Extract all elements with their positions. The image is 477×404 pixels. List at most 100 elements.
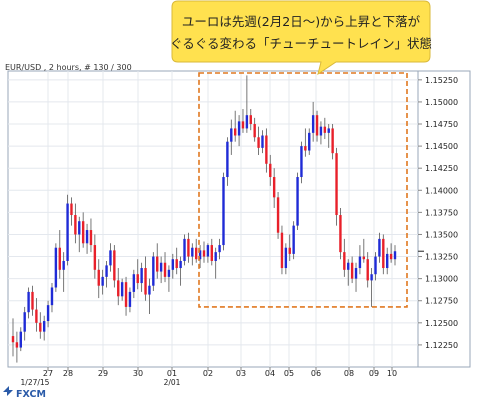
y-tick-label: 1.14000: [425, 186, 458, 195]
candle-body: [272, 177, 276, 198]
candle-body: [315, 115, 319, 136]
chart-header-label: EUR/USD , 2 hours, # 130 / 300: [5, 63, 132, 72]
candle-body: [19, 331, 22, 348]
candle-body: [358, 256, 362, 269]
x-sub-label: 1/27/15: [21, 378, 50, 387]
candle-body: [308, 132, 311, 151]
y-tick-label: 1.13000: [425, 275, 458, 284]
y-axis-panel: [417, 70, 471, 368]
candle-body: [378, 238, 381, 257]
candle-body: [269, 163, 272, 178]
y-tick-label: 1.15000: [425, 98, 458, 107]
candle-body: [136, 274, 139, 284]
candle-body: [195, 247, 198, 260]
candle-body: [226, 141, 229, 178]
candle-body: [97, 269, 100, 286]
candle-body: [35, 309, 38, 323]
fxcm-logo-text: FXCM: [16, 389, 46, 400]
x-tick-label: 27: [43, 369, 53, 378]
candle-body: [179, 260, 182, 269]
candle-body: [237, 121, 241, 136]
candle-body: [58, 247, 61, 270]
candle-body: [214, 252, 217, 261]
candle-body: [105, 265, 108, 277]
fxcm-logo-mark: [3, 386, 13, 396]
candle-body: [241, 121, 245, 129]
candle-body: [163, 262, 167, 277]
candle-body: [120, 282, 124, 297]
callout-bubble: ユーロは先週(2月2日～)から上昇と下落が ぐるぐる変わる「チューチュートレイン…: [170, 0, 432, 76]
candle-body: [31, 291, 34, 310]
y-tick-label: 1.14750: [425, 120, 458, 129]
candlesticks: [11, 75, 397, 363]
candle-body: [23, 312, 26, 332]
candle-body: [222, 177, 225, 246]
candle-body: [218, 245, 221, 253]
candle-body: [292, 225, 295, 254]
candle-body: [366, 259, 369, 281]
candle-body: [183, 238, 186, 261]
candle-body: [210, 245, 213, 261]
x-tick-label: 30: [133, 369, 143, 378]
candle-body: [140, 268, 143, 284]
candle-body: [50, 287, 54, 306]
y-tick-label: 1.12500: [425, 319, 458, 328]
candle-body: [148, 285, 151, 295]
candle-body: [288, 247, 291, 254]
candle-body: [284, 247, 288, 269]
candle-body: [74, 215, 77, 235]
x-tick-label: 03: [236, 369, 246, 378]
y-tick-label: 1.12750: [425, 297, 458, 306]
x-tick-label: 28: [63, 369, 73, 378]
candle-body: [206, 245, 210, 257]
candle-body: [117, 280, 120, 297]
candle-body: [249, 115, 252, 125]
candle-body: [187, 238, 190, 257]
x-tick-label: 08: [344, 369, 354, 378]
x-tick-label: 01: [167, 369, 177, 378]
candle-body: [382, 238, 385, 269]
candle-body: [132, 274, 136, 292]
candle-body: [144, 268, 147, 295]
x-tick-label: 10: [387, 369, 397, 378]
candle-body: [93, 245, 97, 270]
candle-body: [81, 221, 85, 244]
candle-body: [198, 250, 202, 260]
candle-body: [101, 276, 104, 286]
candle-body: [343, 252, 346, 270]
candle-body: [70, 203, 73, 216]
candle-body: [323, 126, 327, 133]
candle-body: [296, 177, 299, 226]
candle-body: [339, 215, 342, 253]
candle-body: [85, 230, 89, 244]
callout-line-2: ぐるぐる変わる「チューチュートレイン」状態: [170, 36, 432, 51]
candle-body: [175, 259, 178, 269]
callout-line-1: ユーロは先週(2月2日～)から上昇と下落が: [182, 14, 421, 29]
candle-body: [389, 253, 393, 260]
candle-body: [374, 256, 377, 275]
candle-body: [386, 253, 389, 269]
candle-body: [335, 153, 338, 216]
candle-body: [39, 322, 42, 332]
x-tick-label: 29: [98, 369, 108, 378]
y-tick-label: 1.13250: [425, 253, 458, 262]
candle-body: [66, 203, 69, 261]
y-tick-label: 1.13750: [425, 208, 458, 217]
candle-body: [54, 247, 58, 288]
candle-body: [62, 260, 65, 270]
x-tick-label: 02: [203, 369, 213, 378]
candle-body: [230, 128, 233, 142]
x-tick-label: 09: [369, 369, 379, 378]
candle-body: [276, 197, 280, 233]
candle-body: [15, 342, 19, 348]
candle-body: [78, 221, 81, 235]
candle-body: [89, 230, 93, 246]
candle-body: [347, 262, 350, 270]
candle-body: [109, 250, 112, 266]
candle-body: [42, 321, 46, 332]
candle-body: [350, 262, 354, 279]
y-axis-ticks: 1.12250 1.12500 1.12750 1.13000 1.13250 1.135…: [418, 76, 458, 350]
x-axis-ticks: 27 28 29 30 01 02 03 04 05 06 08 09 10 1/27/15 2/01: [21, 367, 397, 387]
candle-body: [265, 135, 268, 164]
